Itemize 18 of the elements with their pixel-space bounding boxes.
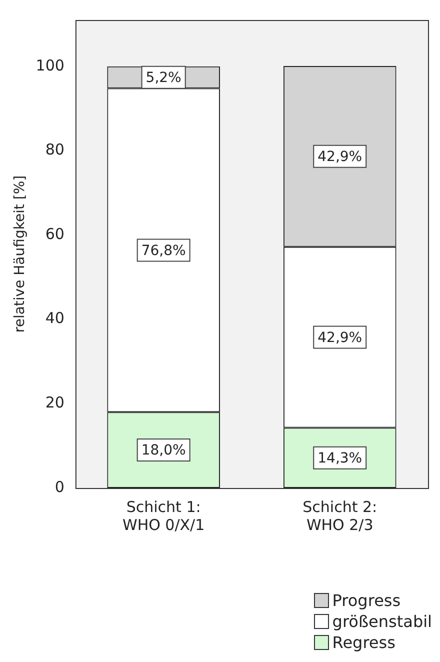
x-tick-label: Schicht 1: WHO 0/X/1 xyxy=(122,498,205,534)
data-label: 42,9% xyxy=(318,330,362,346)
y-tick-label: 0 xyxy=(54,478,64,496)
y-tick-label: 40 xyxy=(45,309,64,328)
data-label: 5,2% xyxy=(146,70,182,86)
legend-label: Progress xyxy=(332,590,401,611)
data-label: 18,0% xyxy=(141,442,186,459)
y-tick-label: 60 xyxy=(45,224,64,243)
x-tick-label: Schicht 2: WHO 2/3 xyxy=(302,498,378,534)
data-label: 76,8% xyxy=(141,242,186,259)
y-tick-label: 20 xyxy=(45,394,64,412)
data-label: 14,3% xyxy=(318,450,362,466)
data-label: 42,9% xyxy=(318,149,362,166)
y-tick-label: 80 xyxy=(45,140,64,159)
y-tick-label: 100 xyxy=(36,56,64,74)
legend-label: Regress xyxy=(332,632,396,653)
y-axis-title: relative Häufigkeit [%] xyxy=(12,175,28,333)
text: größenstabil xyxy=(332,611,432,632)
